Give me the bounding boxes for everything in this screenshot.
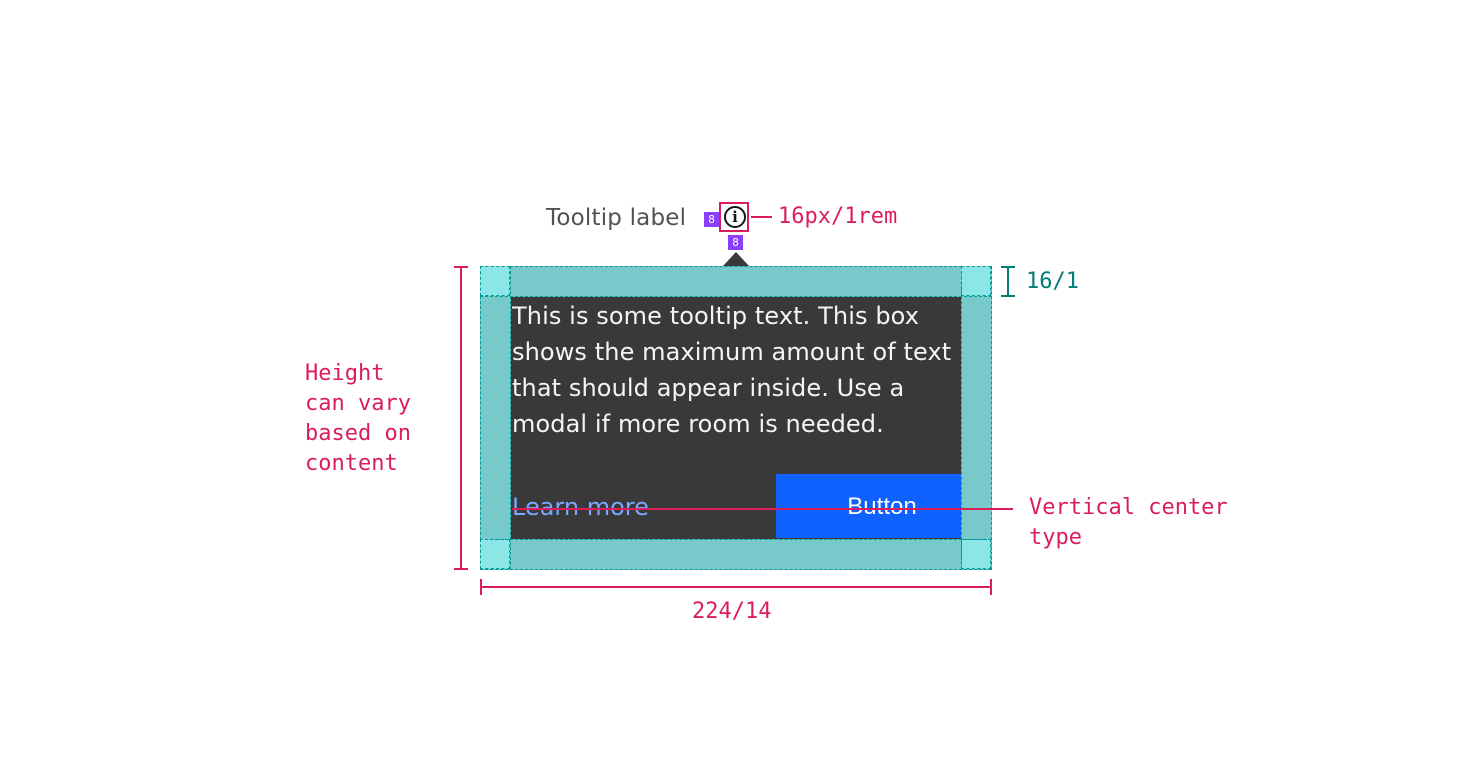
- spacing-badge-icon-caret: 8: [728, 235, 743, 250]
- padding-corner-bottom-left: [480, 539, 510, 569]
- padding-bracket-stem: [1007, 266, 1009, 297]
- vertical-center-annotation-line-2: type: [1029, 525, 1082, 550]
- tooltip-label: Tooltip label: [546, 205, 687, 231]
- padding-corner-top-right: [961, 266, 991, 296]
- padding-annotation: 16/1: [1026, 269, 1079, 294]
- padding-guide-right: [961, 266, 962, 570]
- icon-size-highlight: [719, 202, 749, 232]
- learn-more-link[interactable]: Learn more: [512, 493, 649, 521]
- width-bracket-line: [480, 586, 992, 588]
- height-annotation-line-1: Height: [305, 361, 385, 386]
- padding-guide-top: [480, 296, 992, 297]
- padding-bracket-bottom: [1001, 295, 1015, 297]
- height-annotation-line-3: based on: [305, 421, 411, 446]
- height-bracket-stem: [460, 266, 462, 570]
- tooltip-caret: [723, 252, 749, 266]
- vertical-center-annotation: Vertical center type: [1029, 493, 1228, 553]
- width-bracket-right: [990, 579, 992, 595]
- padding-guide-left: [510, 266, 511, 570]
- height-annotation-line-4: content: [305, 451, 398, 476]
- padding-guide-bottom: [480, 539, 992, 540]
- icon-size-callout-line: [751, 216, 772, 218]
- height-annotation-line-2: can vary: [305, 391, 411, 416]
- tooltip-body-text: This is some tooltip text. This box show…: [512, 302, 952, 438]
- information-icon[interactable]: i: [724, 206, 746, 228]
- width-annotation: 224/14: [692, 599, 772, 624]
- spacing-badge-label-icon: 8: [704, 212, 719, 227]
- tooltip-primary-button[interactable]: Button: [776, 474, 961, 538]
- padding-corner-bottom-right: [961, 539, 991, 569]
- height-annotation: Height can vary based on content: [305, 359, 411, 479]
- vertical-center-line: [512, 508, 1013, 510]
- height-bracket-bottom: [454, 568, 468, 570]
- vertical-center-annotation-line-1: Vertical center: [1029, 495, 1228, 520]
- padding-corner-top-left: [480, 266, 510, 296]
- icon-size-annotation: 16px/1rem: [778, 204, 898, 229]
